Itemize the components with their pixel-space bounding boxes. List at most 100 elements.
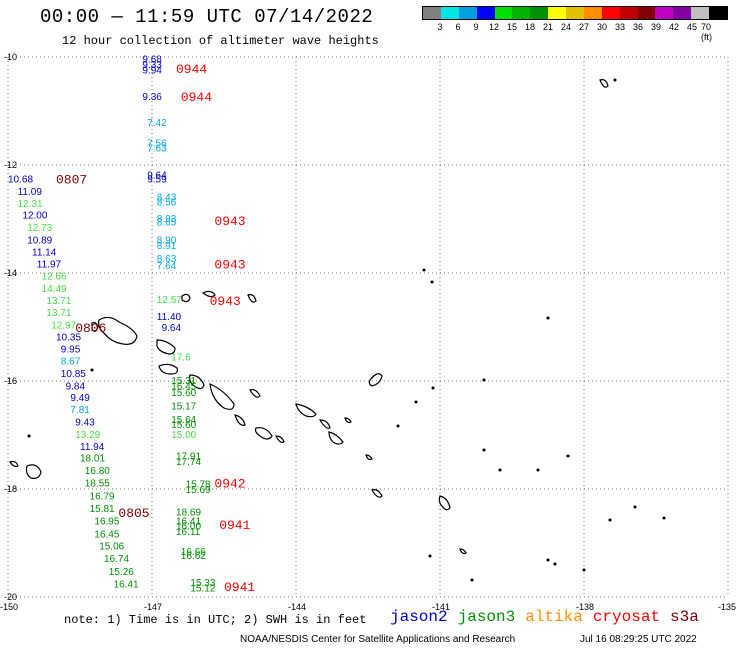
lat-tick-label: -14 bbox=[4, 268, 17, 278]
wave-height-label: 16.11 bbox=[176, 527, 201, 538]
pass-time-label: 0942 bbox=[214, 477, 245, 492]
wave-height-label: 16.45 bbox=[94, 529, 119, 540]
small-island-dot bbox=[430, 280, 434, 284]
island-outline bbox=[234, 414, 246, 426]
wave-height-label: 10.68 bbox=[8, 175, 33, 186]
wave-height-label: 15.33 bbox=[190, 578, 215, 589]
wave-height-label: 12.73 bbox=[27, 223, 52, 234]
wave-height-label: 11.40 bbox=[157, 312, 182, 323]
small-island-dot bbox=[482, 448, 486, 452]
wave-height-label: 15.12 bbox=[190, 583, 215, 594]
wave-height-label: 9.59 bbox=[147, 175, 167, 186]
island-outline bbox=[249, 389, 261, 398]
color-swatch bbox=[709, 7, 727, 19]
color-scale-label: 21 bbox=[542, 22, 554, 32]
color-swatch bbox=[512, 7, 531, 19]
wave-height-label: 16.79 bbox=[90, 491, 115, 502]
wave-height-label: 16.74 bbox=[104, 554, 129, 565]
island-outline bbox=[25, 464, 42, 479]
wave-height-label: 7.64 bbox=[157, 261, 177, 272]
color-swatch bbox=[566, 7, 584, 19]
color-scale-bar bbox=[422, 6, 728, 20]
legend-item-jason3: jason3 bbox=[457, 608, 516, 626]
wave-height-label: 9.95 bbox=[61, 345, 81, 356]
small-islands bbox=[27, 78, 666, 582]
wave-height-label: 16.41 bbox=[114, 580, 139, 591]
pass-time-label: 0943 bbox=[214, 214, 245, 229]
color-scale-label: 12 bbox=[488, 22, 500, 32]
small-island-dot bbox=[536, 468, 540, 472]
legend-item-cryosat: cryosat bbox=[592, 608, 661, 626]
island-outline bbox=[189, 374, 205, 390]
island-outline bbox=[247, 294, 257, 303]
island-outline bbox=[295, 403, 317, 418]
wave-height-label: 11.14 bbox=[32, 247, 57, 258]
wave-height-label: 11.97 bbox=[37, 259, 62, 270]
island-outline bbox=[98, 316, 138, 345]
island-outline bbox=[459, 548, 467, 555]
color-scale-labels: 3 6 9 12 15 18 21 24 27 30 33 36 39 42 45 70 (ft) bbox=[422, 22, 728, 42]
latitude-labels: -10 -12 -14 -16 -18 -20 bbox=[4, 52, 17, 602]
wave-height-label: 8.67 bbox=[61, 356, 81, 367]
island-outline bbox=[318, 419, 331, 429]
lat-tick-label: -10 bbox=[4, 52, 17, 62]
small-island-dot bbox=[396, 424, 400, 428]
wave-height-label: 15.78 bbox=[186, 480, 211, 491]
island-outline bbox=[201, 290, 216, 298]
wave-height-label: 18.55 bbox=[85, 479, 110, 490]
small-island-dot bbox=[428, 554, 432, 558]
wave-height-label: 15.64 bbox=[171, 415, 196, 426]
wave-height-label: 18.01 bbox=[80, 454, 105, 465]
wave-height-label: 13.29 bbox=[75, 430, 100, 441]
wave-height-label: 12.57 bbox=[157, 295, 182, 306]
wave-height-label: 15.00 bbox=[171, 430, 196, 441]
island-outlines bbox=[9, 79, 609, 555]
wave-height-label: 7.63 bbox=[147, 144, 167, 155]
color-swatch bbox=[691, 7, 709, 19]
small-island-dot bbox=[90, 368, 94, 372]
wave-height-label: 16.80 bbox=[85, 466, 110, 477]
small-island-dot bbox=[27, 434, 31, 438]
wave-height-label: 9.64 bbox=[147, 171, 167, 182]
wave-height-label: 16.62 bbox=[181, 551, 206, 562]
wave-height-label: 8.91 bbox=[157, 241, 177, 252]
wave-height-label: 8.90 bbox=[157, 236, 177, 247]
lon-tick-label: -138 bbox=[576, 602, 594, 612]
generated-timestamp: Jul 16 08:29:25 UTC 2022 bbox=[580, 634, 697, 645]
color-scale-label: 18 bbox=[524, 22, 536, 32]
pass-time-label: 0807 bbox=[56, 173, 87, 188]
island-outline bbox=[275, 435, 285, 443]
wave-height-label: 10.85 bbox=[61, 369, 86, 380]
small-island-dot bbox=[633, 505, 637, 509]
small-island-dot bbox=[662, 516, 666, 520]
color-scale-label: 24 bbox=[560, 22, 572, 32]
wave-height-label: 9.36 bbox=[142, 92, 162, 103]
map-subtitle: 12 hour collection of altimeter wave hei… bbox=[62, 34, 379, 48]
lat-tick-label: -18 bbox=[4, 484, 17, 494]
lon-tick-label: -150 bbox=[0, 602, 18, 612]
island-outline bbox=[91, 321, 99, 332]
wave-height-label: 13.71 bbox=[46, 296, 71, 307]
color-scale-label: 42 bbox=[668, 22, 680, 32]
pass-time-label: 0805 bbox=[118, 506, 149, 521]
wave-height-label: 15.26 bbox=[109, 567, 134, 578]
color-scale-label: 15 bbox=[506, 22, 518, 32]
wave-height-label: 8.93 bbox=[157, 214, 177, 225]
small-island-dot bbox=[422, 268, 426, 272]
island-outline bbox=[156, 339, 176, 355]
pass-time-label: 0943 bbox=[214, 257, 245, 272]
wave-height-label: 16.45 bbox=[171, 381, 196, 392]
island-outline bbox=[599, 79, 609, 88]
lat-tick-label: -20 bbox=[4, 592, 17, 602]
wave-height-label: 12.31 bbox=[18, 199, 43, 210]
wave-height-values: 9.689.339.949.367.427.567.639.649.598.43… bbox=[8, 55, 216, 595]
small-island-dot bbox=[414, 400, 418, 404]
wave-height-label: 8.63 bbox=[157, 254, 177, 265]
wave-height-label: 7.56 bbox=[147, 138, 167, 149]
island-outline bbox=[365, 454, 373, 461]
wave-height-label: 8.56 bbox=[157, 198, 177, 209]
island-outline bbox=[438, 495, 451, 511]
wave-height-label: 10.89 bbox=[27, 236, 52, 247]
wave-height-label: 17.91 bbox=[176, 452, 201, 463]
color-swatch bbox=[673, 7, 692, 19]
